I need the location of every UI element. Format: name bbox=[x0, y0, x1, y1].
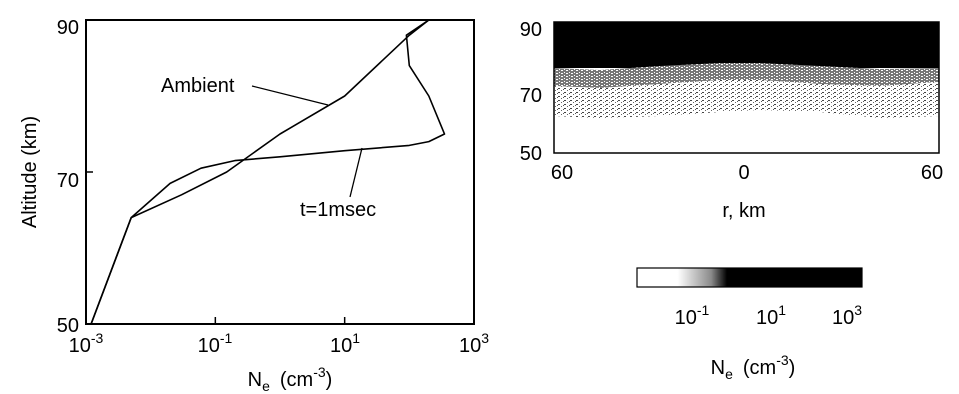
colorbar bbox=[636, 267, 863, 288]
colorbar-label-unit-close: ) bbox=[789, 357, 796, 379]
colorbar-label-sub: e bbox=[725, 366, 733, 382]
right-y-tick-label: 70 bbox=[520, 85, 542, 107]
left-x-tick-exp: -3 bbox=[91, 330, 104, 346]
colorbar-tick-label: 10-1 bbox=[675, 302, 710, 329]
colorbar-tick-base: 10 bbox=[832, 307, 854, 329]
left-x-label-unit-exp: -3 bbox=[313, 364, 326, 380]
left-axis-ticks bbox=[85, 19, 475, 325]
colorbar-tick-exp: 3 bbox=[854, 302, 862, 318]
colorbar-label-main: N bbox=[711, 357, 725, 379]
right-x-tick-label: 0 bbox=[738, 162, 749, 184]
annotation-ambient-pointer bbox=[251, 85, 329, 106]
colorbar-label: Ne (cm-3) bbox=[711, 352, 796, 382]
heatmap-transition-dense bbox=[554, 63, 939, 88]
right-x-tick-label: 60 bbox=[921, 162, 943, 184]
right-chart: 90 70 50 60 0 60 r, km 10-1 101 103 Ne (c… bbox=[520, 19, 943, 382]
left-x-tick-base: 10 bbox=[459, 335, 481, 357]
right-x-tick-label: 60 bbox=[551, 162, 573, 184]
left-x-tick-label: 10-3 bbox=[69, 330, 104, 357]
heatmap-frame bbox=[553, 21, 940, 154]
left-x-tick-label: 103 bbox=[459, 330, 489, 357]
annotation-ambient-label: Ambient bbox=[161, 75, 235, 97]
colorbar-tick-label: 103 bbox=[832, 302, 862, 329]
colorbar-tick-base: 10 bbox=[675, 307, 697, 329]
colorbar-tick-label: 101 bbox=[756, 302, 786, 329]
colorbar-tick-exp: 1 bbox=[778, 302, 786, 318]
left-x-tick-exp: 1 bbox=[352, 330, 360, 346]
left-x-tick-exp: -1 bbox=[220, 330, 233, 346]
left-x-axis-label: Ne (cm-3) bbox=[248, 364, 333, 394]
colorbar-label-unit: (cm bbox=[743, 357, 776, 379]
annotation-t1msec-label: t=1msec bbox=[300, 199, 376, 221]
left-x-tick-label: 101 bbox=[330, 330, 360, 357]
series-line-ambient bbox=[90, 19, 430, 325]
colorbar-tick-exp: -1 bbox=[697, 302, 710, 318]
left-y-tick-label: 50 bbox=[57, 315, 79, 337]
left-y-axis-label: Altitude (km) bbox=[19, 116, 41, 228]
left-x-tick-base: 10 bbox=[198, 335, 220, 357]
left-x-label-main: N bbox=[248, 369, 262, 391]
series-line-t-1msec bbox=[90, 19, 446, 325]
right-y-tick-label: 90 bbox=[520, 19, 542, 41]
colorbar-tick-base: 10 bbox=[756, 307, 778, 329]
right-x-axis-label: r, km bbox=[722, 200, 765, 222]
heatmap-dense-region bbox=[554, 22, 939, 68]
left-x-label-unit-close: ) bbox=[326, 369, 333, 391]
left-chart: 90 70 50 Altitude (km) 10-3 10-1 101 103… bbox=[19, 17, 489, 394]
left-x-label-sub: e bbox=[262, 378, 270, 394]
left-x-label-unit: (cm bbox=[280, 369, 313, 391]
left-series-group bbox=[90, 19, 446, 325]
left-x-tick-base: 10 bbox=[330, 335, 352, 357]
left-y-tick-label: 70 bbox=[57, 170, 79, 192]
left-y-tick-label: 90 bbox=[57, 17, 79, 39]
left-x-tick-exp: 3 bbox=[481, 330, 489, 346]
annotation-t1msec-pointer bbox=[349, 147, 363, 198]
heatmap-transition-sparse bbox=[554, 80, 939, 118]
left-plot-frame bbox=[85, 19, 475, 325]
left-x-tick-label: 10-1 bbox=[198, 330, 233, 357]
right-y-tick-label: 50 bbox=[520, 143, 542, 165]
left-x-tick-base: 10 bbox=[69, 335, 91, 357]
colorbar-label-unit-exp: -3 bbox=[776, 352, 789, 368]
